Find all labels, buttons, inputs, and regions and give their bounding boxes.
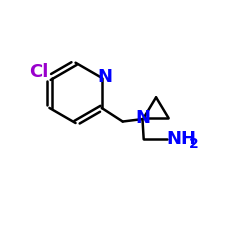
Text: NH: NH (166, 130, 196, 148)
Text: N: N (98, 68, 112, 86)
Text: 2: 2 (189, 136, 198, 150)
Text: Cl: Cl (29, 63, 49, 81)
Text: N: N (135, 109, 150, 127)
